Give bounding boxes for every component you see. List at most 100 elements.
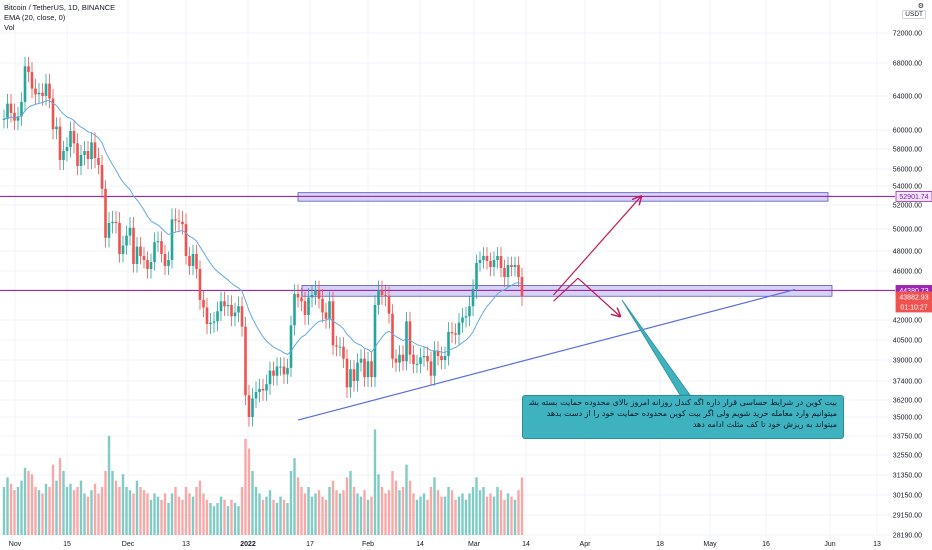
currency-badge[interactable]: USDT <box>902 10 926 19</box>
candle-body <box>181 221 184 225</box>
volume-bar <box>468 493 471 535</box>
time-tick-label: Feb <box>362 541 374 548</box>
candle-body <box>321 298 324 313</box>
volume-bar <box>100 487 104 535</box>
candle-body <box>83 151 86 155</box>
horizontal-levels <box>0 195 895 292</box>
volume-bar <box>9 483 13 535</box>
volume-bar <box>328 487 331 535</box>
candle-body <box>328 301 331 319</box>
candle-body <box>380 290 384 295</box>
candle-body <box>76 143 79 166</box>
candle-body <box>135 246 139 264</box>
candle-body <box>471 289 475 307</box>
price-tick-label: 29150.00 <box>893 513 922 520</box>
volume-bar <box>261 499 265 535</box>
candle-body <box>345 358 349 388</box>
time-tick-label: 13 <box>182 541 190 548</box>
candle-body <box>356 362 359 381</box>
volume-bar <box>191 496 195 535</box>
volume-bar <box>265 496 268 535</box>
time-tick-label: Mar <box>468 541 481 548</box>
price-tick-label: 46000.00 <box>893 269 922 276</box>
candle-body <box>90 142 93 159</box>
candle-body <box>244 326 247 396</box>
volume-bar <box>30 474 34 535</box>
candle-body <box>107 223 111 238</box>
candle-body <box>69 130 72 148</box>
candle-body <box>503 268 506 277</box>
volume-bar <box>363 490 366 535</box>
volume-bar <box>517 490 520 535</box>
candle-body <box>198 269 202 300</box>
volume-bar <box>216 503 219 535</box>
candle-body <box>20 101 23 117</box>
candle-body <box>111 221 114 223</box>
volume-bar <box>237 506 240 535</box>
volume-bar <box>387 490 391 535</box>
candle-body <box>79 155 83 166</box>
volume-bar <box>198 480 202 535</box>
candle-body <box>93 142 97 158</box>
candle-body <box>412 354 415 364</box>
volume-bar <box>167 503 170 535</box>
volume-bar <box>58 458 62 535</box>
volume-bar <box>55 480 58 535</box>
candle-body <box>188 256 191 266</box>
candle-body <box>41 92 44 96</box>
analysis-callout: بیت کوین در شرایط حساسی قرار داره اگه کن… <box>522 395 844 439</box>
volume-bar <box>209 503 212 535</box>
candle-body <box>331 301 335 346</box>
candle-body <box>279 366 282 368</box>
candle-body <box>314 290 317 295</box>
candle-body <box>44 83 48 96</box>
volume-bar <box>139 487 142 535</box>
volume-bar <box>356 493 359 535</box>
candle-body <box>223 301 226 307</box>
volume-bar <box>405 464 408 535</box>
gear-icon[interactable]: ⚙ <box>917 3 924 10</box>
candle-body <box>212 321 216 323</box>
volume-bar <box>121 474 125 535</box>
candle-body <box>366 361 370 378</box>
candle-body <box>153 242 156 262</box>
volume-bar <box>335 490 338 535</box>
volume-bar <box>86 496 90 535</box>
volume-bar <box>184 487 188 535</box>
candle-body <box>499 256 503 268</box>
last-price-badge: 43882.93 <box>899 295 928 302</box>
candle-body <box>160 241 163 254</box>
price-tick-label: 54000.00 <box>893 184 922 191</box>
volume-bar <box>307 487 310 535</box>
candle-body <box>149 262 153 269</box>
grid-lines <box>0 0 895 536</box>
price-tick-label: 39000.00 <box>893 358 922 365</box>
volume-bar <box>426 499 429 535</box>
volume-bar <box>76 487 79 535</box>
price-tick-label: 31350.00 <box>893 473 922 480</box>
price-tick-label: 28190.00 <box>893 533 922 540</box>
price-tick-label: 58000.00 <box>893 147 922 154</box>
candle-body <box>324 312 328 319</box>
volume-bar <box>485 496 489 535</box>
candle-body <box>118 223 121 254</box>
candle-body <box>496 256 499 260</box>
volume-bar <box>429 487 433 535</box>
volume-bar <box>415 499 419 535</box>
candle-body <box>254 392 258 399</box>
callout-line: میتواند به ریزش خود تا کف مثلث ادامه دهد <box>692 420 837 429</box>
volume-bar <box>69 483 72 535</box>
candle-body <box>219 301 223 312</box>
projection-arrow <box>553 277 579 302</box>
candle-body <box>72 130 76 144</box>
price-tick-label: 30150.00 <box>893 493 922 500</box>
candle-body <box>104 188 107 238</box>
volume-bar <box>93 483 97 535</box>
candle-body <box>251 398 254 417</box>
candle-body <box>205 307 209 324</box>
candle-body <box>86 151 90 159</box>
time-tick-label: May <box>703 541 717 548</box>
candle-body <box>233 312 237 317</box>
volume-bar <box>177 496 181 535</box>
